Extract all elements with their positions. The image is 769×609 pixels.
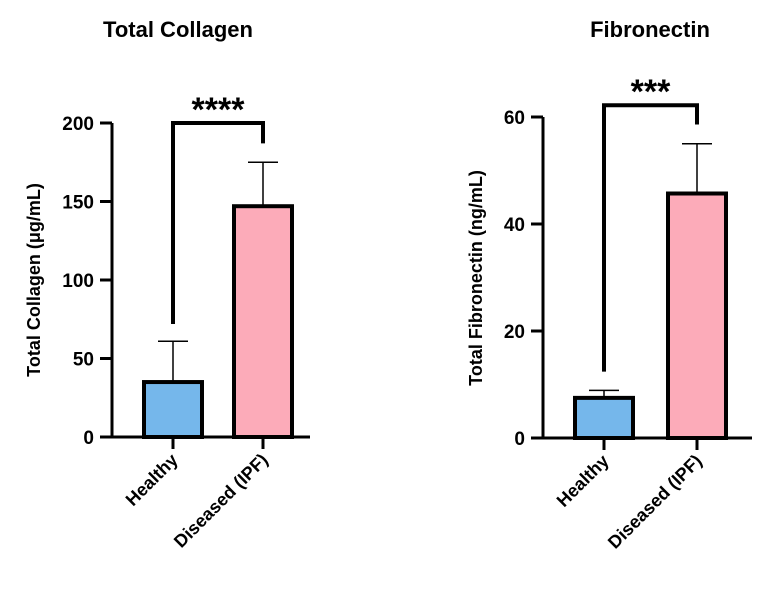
y-tick-label: 100: [62, 271, 94, 292]
y-tick-label: 20: [504, 322, 525, 343]
y-tick-label: 200: [62, 114, 94, 135]
y-tick-label: 150: [62, 193, 94, 214]
y-tick-label: 60: [504, 108, 525, 129]
significance-bracket: [171, 121, 265, 324]
y-tick-label: 0: [83, 428, 94, 449]
chart-title: Total Collagen: [103, 17, 253, 42]
bar-diseased-ipf-: [232, 204, 294, 439]
y-tick-label: 50: [73, 350, 94, 371]
y-tick-label: 0: [514, 429, 525, 450]
bar-healthy: [573, 395, 635, 440]
x-tick-label: Healthy: [122, 450, 182, 510]
chart-panel-2: Fibronectin Total Fibronectin (ng/mL) 0 20 4…: [466, 17, 752, 553]
x-tick-label: Diseased (IPF): [170, 450, 272, 552]
bar-healthy: [142, 380, 204, 439]
significance-label: ****: [192, 91, 246, 129]
significance-bracket: [602, 103, 699, 372]
chart-title: Fibronectin: [590, 17, 710, 42]
x-tick-label: Healthy: [553, 451, 613, 511]
significance-label: ***: [631, 73, 671, 111]
bar-diseased-ipf-: [666, 191, 728, 440]
chart-panel-1: Total Collagen Total Collagen (μg/mL) 0 50 1…: [24, 17, 310, 552]
y-axis-label: Total Fibronectin (ng/mL): [466, 170, 486, 386]
y-tick-label: 40: [504, 215, 525, 236]
y-axis-label: Total Collagen (μg/mL): [24, 183, 44, 377]
x-tick-label: Diseased (IPF): [604, 451, 706, 553]
